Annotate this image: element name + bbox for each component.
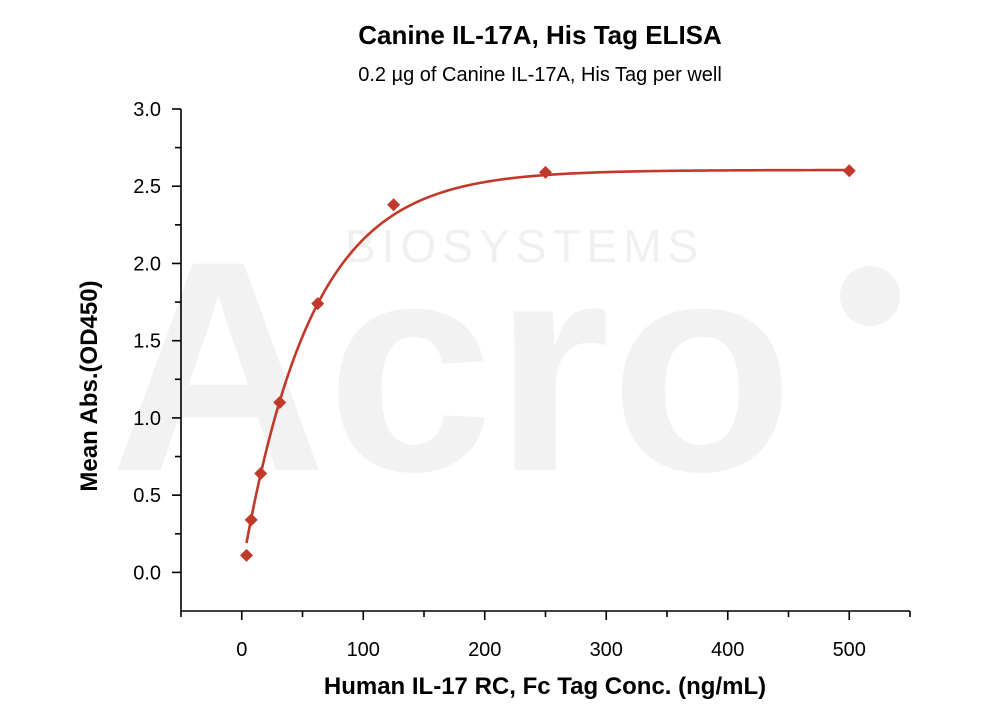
y-axis-label: Mean Abs.(OD450): [76, 280, 103, 491]
data-point: [842, 164, 856, 178]
watermark-logo-text: Acro: [110, 198, 794, 534]
x-tick-label: 500: [833, 639, 866, 661]
data-point: [254, 467, 268, 481]
data-point: [311, 297, 325, 311]
y-ticks: 0.0 0.5 1.0 1.5 2.0 2.5 3.0: [133, 99, 181, 584]
data-point: [244, 513, 258, 527]
y-tick-label: 0.0: [133, 562, 161, 584]
y-tick-label: 0.5: [133, 485, 161, 507]
y-tick-label: 2.0: [133, 253, 161, 275]
data-point: [273, 395, 287, 409]
y-tick-label: 1.0: [133, 408, 161, 430]
watermark-dot: [840, 266, 900, 326]
y-tick-label: 1.5: [133, 331, 161, 353]
data-point: [539, 165, 552, 179]
x-tick-label: 100: [347, 639, 380, 661]
y-tick-label: 3.0: [133, 99, 161, 121]
x-tick-label: 400: [711, 639, 744, 661]
x-axis-label: Human IL-17 RC, Fc Tag Conc. (ng/mL): [324, 673, 766, 700]
x-tick-label: 0: [236, 639, 247, 661]
watermark-biosystems-text: BIOSYSTEMS: [345, 220, 704, 272]
x-ticks: 0 100 200 300 400 500: [180, 611, 911, 661]
data-points: [239, 164, 856, 562]
chart-subtitle: 0.2 µg of Canine IL-17A, His Tag per wel…: [358, 64, 722, 86]
x-tick-label: 300: [590, 639, 623, 661]
watermark: Acro BIOSYSTEMS: [110, 198, 900, 534]
data-point: [387, 198, 401, 212]
chart-title: Canine IL-17A, His Tag ELISA: [358, 20, 722, 50]
x-tick-label: 200: [468, 639, 501, 661]
y-tick-label: 2.5: [133, 176, 161, 198]
data-point: [239, 548, 253, 562]
